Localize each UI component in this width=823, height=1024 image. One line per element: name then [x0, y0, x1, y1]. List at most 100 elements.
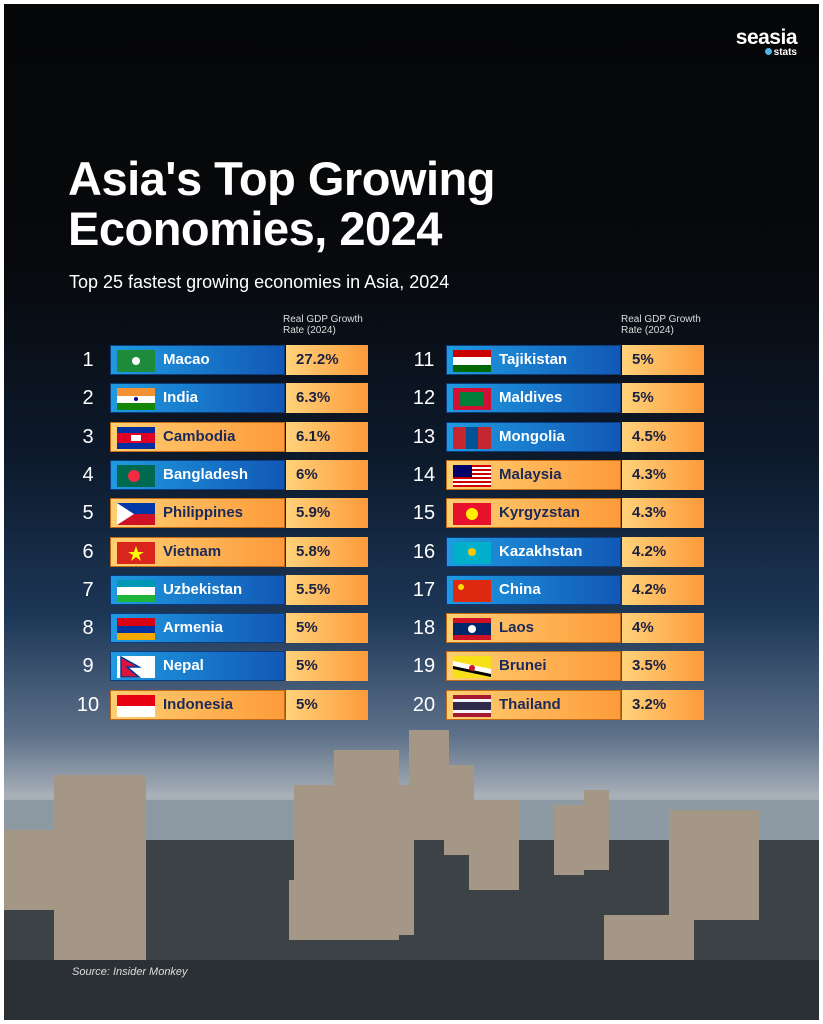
- growth-rate-value: 5%: [286, 651, 368, 682]
- table-row: 20 Thailand 3.2%: [404, 689, 706, 720]
- country-name: Armenia: [163, 619, 224, 637]
- rank: 13: [412, 425, 436, 448]
- growth-rate-value: 5%: [622, 345, 704, 375]
- kyrgyzstan-flag-icon: [453, 503, 491, 526]
- table-row: 10 Indonesia 5%: [68, 689, 370, 720]
- nepal-flag-icon: [117, 656, 155, 679]
- tajikistan-flag-icon: [453, 350, 491, 372]
- country-name: Uzbekistan: [163, 580, 243, 598]
- growth-rate-value: 5.5%: [286, 574, 368, 605]
- country-cell: Nepal: [110, 651, 285, 682]
- subtitle: Top 25 fastest growing economies in Asia…: [69, 272, 450, 292]
- vietnam-flag-icon: [117, 541, 155, 564]
- country-cell: Kyrgyzstan: [446, 498, 621, 529]
- rank: 9: [82, 655, 94, 678]
- laos-flag-icon: [453, 618, 491, 641]
- country-cell: India: [110, 383, 285, 414]
- country-name: Kazakhstan: [499, 542, 583, 560]
- growth-rate-value: 27.2%: [286, 345, 368, 375]
- country-name: Thailand: [499, 695, 561, 713]
- macao-flag-icon: [117, 350, 155, 372]
- uzbekistan-flag-icon: [117, 579, 155, 602]
- growth-rate-value: 6.1%: [286, 421, 368, 452]
- rank: 12: [412, 387, 436, 410]
- indonesia-flag-icon: [117, 694, 155, 717]
- growth-rate-value: 5%: [286, 689, 368, 720]
- brand-logo: seasia stats: [735, 26, 798, 58]
- growth-rate-value: 3.5%: [622, 651, 704, 682]
- table-row: 17 China 4.2%: [404, 574, 706, 605]
- rank: 15: [412, 502, 436, 525]
- philippines-flag-icon: [117, 503, 155, 526]
- india-flag-icon: [117, 388, 155, 411]
- cambodia-flag-icon: [117, 426, 155, 449]
- growth-rate-value: 5.8%: [286, 536, 368, 567]
- country-cell: Armenia: [110, 613, 285, 644]
- city-skyline-image: [4, 730, 819, 1020]
- rank: 19: [412, 655, 436, 678]
- table-row: 14 Malaysia 4.3%: [404, 459, 706, 490]
- country-cell: Tajikistan: [446, 345, 621, 375]
- table-row: 11 Tajikistan 5%: [404, 345, 706, 375]
- maldives-flag-icon: [453, 388, 491, 411]
- china-flag-icon: [453, 579, 491, 602]
- brand-sub: stats: [773, 47, 797, 58]
- rank: 10: [76, 693, 100, 716]
- country-cell: Bangladesh: [110, 459, 285, 490]
- table-row: 13 Mongolia 4.5%: [404, 421, 706, 452]
- country-cell: Laos: [446, 613, 621, 644]
- rank: 1: [82, 349, 94, 371]
- growth-rate-value: 4%: [622, 613, 704, 644]
- country-cell: Malaysia: [446, 459, 621, 490]
- country-cell: Brunei: [446, 651, 621, 682]
- table-row: 16 Kazakhstan 4.2%: [404, 536, 706, 567]
- brand-name: seasia: [735, 26, 798, 49]
- table-row: 18 Laos 4%: [404, 613, 706, 644]
- growth-rate-value: 6%: [286, 459, 368, 490]
- rank: 14: [412, 463, 436, 486]
- country-name: Nepal: [163, 657, 204, 675]
- rank: 20: [412, 693, 436, 716]
- growth-rate-value: 5%: [622, 383, 704, 414]
- growth-rate-value: 4.3%: [622, 498, 704, 529]
- growth-rate-value: 3.2%: [622, 689, 704, 720]
- country-name: Tajikistan: [499, 351, 568, 368]
- growth-rate-value: 4.5%: [622, 421, 704, 452]
- source-note: Source: Insider Monkey: [72, 966, 188, 978]
- country-cell: Uzbekistan: [110, 574, 285, 605]
- table-row: 12 Maldives 5%: [404, 383, 706, 414]
- country-name: Brunei: [499, 657, 547, 675]
- dot-icon: [764, 48, 772, 55]
- table-row: 15 Kyrgyzstan 4.3%: [404, 498, 706, 529]
- column-header-right: Real GDP Growth Rate (2024): [621, 314, 701, 336]
- rank: 7: [82, 578, 94, 601]
- table-row: 19 Brunei 3.5%: [404, 651, 706, 682]
- rank: 11: [413, 349, 435, 371]
- country-name: Macao: [163, 351, 210, 368]
- country-name: India: [163, 389, 199, 407]
- growth-rate-value: 4.2%: [622, 536, 704, 567]
- country-cell: Thailand: [446, 689, 621, 720]
- country-cell: Macao: [110, 345, 285, 375]
- page-title: Asia's Top Growing Economies, 2024: [68, 152, 495, 255]
- country-cell: Mongolia: [446, 421, 621, 452]
- country-name: Maldives: [499, 389, 563, 407]
- country-name: Indonesia: [163, 695, 234, 713]
- rank: 2: [82, 387, 94, 410]
- country-name: Kyrgyzstan: [499, 504, 580, 522]
- brunei-flag-icon: [453, 656, 491, 679]
- table-row: 2 India 6.3%: [68, 383, 370, 414]
- country-cell: Philippines: [110, 498, 285, 529]
- mongolia-flag-icon: [453, 426, 491, 449]
- table-row: 8 Armenia 5%: [68, 613, 370, 644]
- growth-rate-value: 6.3%: [286, 383, 368, 414]
- country-cell: Kazakhstan: [446, 536, 621, 567]
- rank: 4: [82, 463, 94, 486]
- country-name: Bangladesh: [163, 465, 249, 483]
- country-cell: Maldives: [446, 383, 621, 414]
- rank: 6: [82, 540, 94, 563]
- country-name: Philippines: [163, 504, 244, 522]
- table-row: 9 Nepal 5%: [68, 651, 370, 682]
- armenia-flag-icon: [117, 618, 155, 641]
- kazakhstan-flag-icon: [453, 541, 491, 564]
